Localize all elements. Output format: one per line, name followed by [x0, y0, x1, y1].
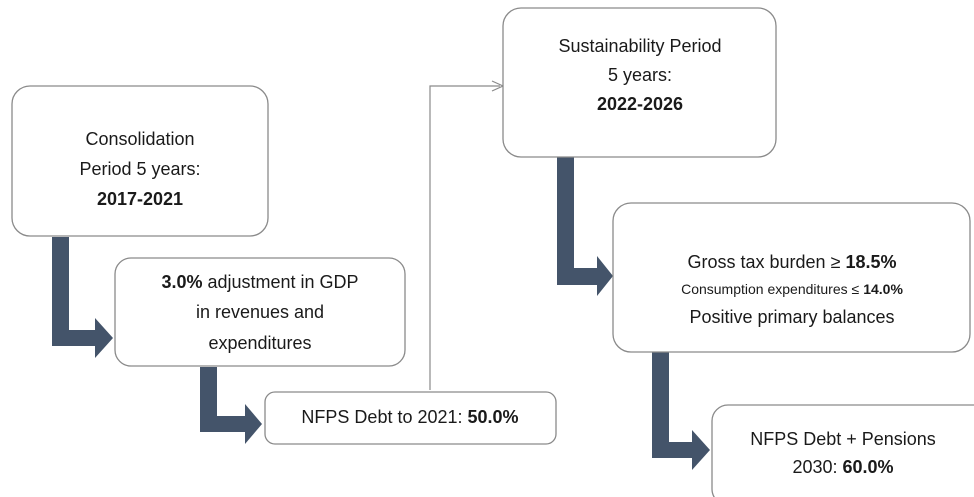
node-box — [11, 85, 269, 237]
arrow — [200, 367, 262, 444]
node-text-bold: 50.0% — [468, 407, 519, 427]
node-text-bold: 3.0% — [161, 272, 202, 292]
connector — [429, 85, 500, 390]
node-text: Gross tax burden ≥ — [688, 252, 841, 272]
node-text: 2022-2026 — [597, 94, 683, 114]
node-text: 2017-2021 — [97, 189, 183, 209]
node-text: expenditures — [208, 333, 311, 353]
node-text: adjustment in GDP — [207, 272, 358, 292]
arrow — [557, 157, 613, 296]
node-text: Positive primary balances — [689, 307, 894, 327]
node-text: 5 years: — [608, 65, 672, 85]
node-text: NFPS Debt to 2021: — [301, 407, 462, 427]
node-text-bold: 14.0% — [863, 281, 903, 297]
node-text: Consumption expenditures ≤14.0% — [681, 281, 903, 297]
node-text: Period 5 years: — [79, 159, 200, 179]
node-text: Sustainability Period — [558, 36, 721, 56]
node-text: NFPS Debt to 2021: 50.0% — [301, 407, 518, 427]
node-box — [114, 257, 406, 367]
node-box — [711, 404, 974, 497]
node-text: in revenues and — [196, 302, 324, 322]
arrow — [52, 237, 113, 358]
node-box — [502, 7, 777, 158]
node-text: Gross tax burden ≥18.5% — [688, 252, 897, 272]
node-text-bold: 60.0% — [843, 457, 894, 477]
node-text: NFPS Debt + Pensions — [750, 429, 936, 449]
node-text: Consumption expenditures ≤ — [681, 281, 859, 297]
node-box — [264, 391, 557, 445]
node-box — [612, 202, 971, 353]
node-text: 2030: — [792, 457, 837, 477]
node-text: 3.0% adjustment in GDP — [161, 272, 358, 292]
node-text-bold: 18.5% — [845, 252, 896, 272]
arrow — [652, 352, 710, 470]
node-text: Consolidation — [85, 129, 194, 149]
node-text: 2030: 60.0% — [792, 457, 893, 477]
